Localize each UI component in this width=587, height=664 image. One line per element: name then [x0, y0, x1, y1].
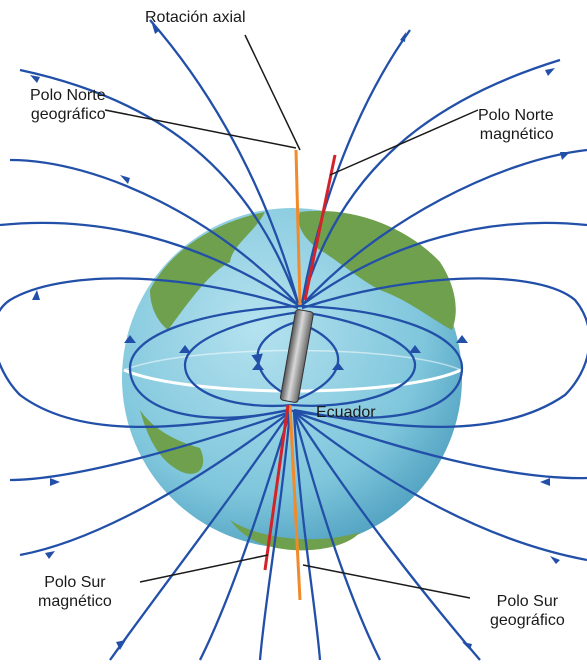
leader-lines	[104, 34, 479, 599]
magnetic-south-line1: Polo Sur	[44, 574, 106, 591]
axial-rotation-label: Rotación axial	[145, 8, 246, 27]
geographic-south-label: Polo Sur geográfico	[490, 592, 565, 630]
geographic-south-line1: Polo Sur	[496, 593, 559, 610]
bar-magnet-icon	[279, 309, 314, 403]
outer-field-arrows	[30, 24, 570, 650]
magnetic-north-line2: magnético	[479, 126, 554, 143]
geographic-axis-top	[294, 149, 302, 306]
continent-asia-shape	[298, 210, 456, 330]
magnetic-north-label: Polo Norte magnético	[478, 106, 554, 144]
geographic-north-line2: geográfico	[30, 106, 106, 123]
geographic-south-line2: geográfico	[490, 612, 565, 629]
geographic-north-line1: Polo Norte	[30, 87, 106, 104]
geographic-north-label: Polo Norte geográfico	[30, 86, 106, 124]
magnetic-south-label: Polo Sur magnético	[38, 573, 112, 611]
inner-field-lines	[128, 304, 464, 419]
continent-antarctica-shape	[230, 520, 360, 551]
magnetic-axis-top	[303, 154, 337, 301]
field-line-arrow-icon	[124, 335, 468, 370]
continent-australia-shape	[140, 410, 204, 474]
equator-label: Ecuador	[316, 403, 376, 422]
magnetic-south-line2: magnético	[38, 593, 112, 610]
magnetic-north-line1: Polo Norte	[478, 107, 554, 124]
geographic-axis-bottom	[288, 404, 302, 601]
axial-rotation-text: Rotación axial	[145, 9, 246, 26]
magnetic-axis-bottom	[263, 404, 290, 571]
continent-north-america-shape	[150, 212, 265, 330]
equator-text: Ecuador	[316, 404, 376, 421]
outer-field-lines-right	[292, 29, 587, 661]
outer-field-lines-left	[0, 19, 300, 661]
